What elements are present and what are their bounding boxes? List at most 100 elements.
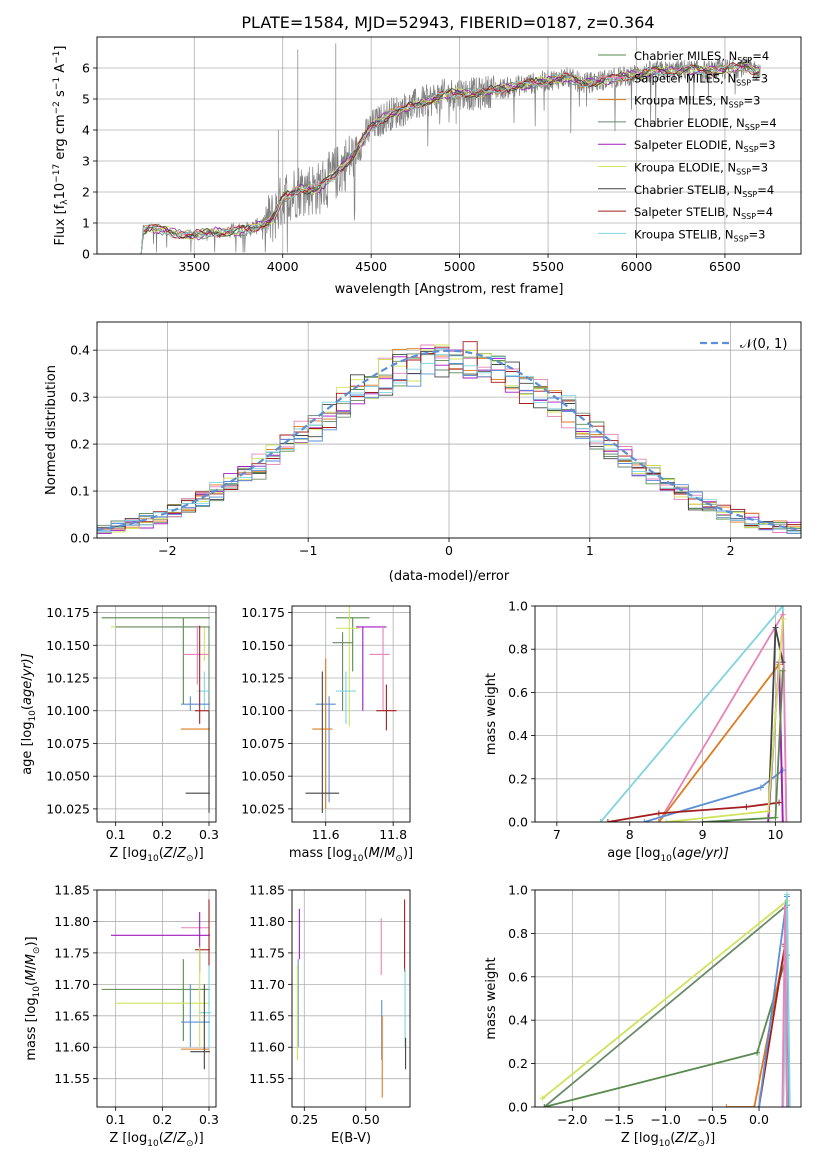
y-tick-label: 0.4 bbox=[70, 343, 90, 358]
y-tick-label: 11.55 bbox=[249, 1071, 285, 1086]
y-tick-label: 0.6 bbox=[508, 685, 528, 700]
x-tick-label: 10 bbox=[768, 827, 784, 842]
label-part: ( bbox=[159, 846, 164, 861]
label-part: SSP bbox=[741, 212, 756, 221]
label-part: =4 bbox=[760, 116, 777, 130]
label-part: ⊙ bbox=[697, 1139, 705, 1149]
x-tick-label: 3500 bbox=[178, 259, 210, 274]
x-axis-label: (data-model)/error bbox=[389, 569, 510, 584]
legend-label: Kroupa ELODIE, NSSP=3 bbox=[634, 161, 768, 177]
x-tick-label: 1 bbox=[586, 543, 594, 558]
label-part: / bbox=[701, 846, 706, 861]
label-part: Z bbox=[688, 1131, 699, 1146]
label-part: Z bbox=[674, 1131, 685, 1146]
label-part: −1 bbox=[52, 77, 62, 90]
model-spectrum-line bbox=[140, 62, 760, 254]
mass-weight-line bbox=[726, 946, 786, 1107]
label-part: 10 bbox=[53, 183, 68, 200]
x-tick-label: 4000 bbox=[267, 259, 299, 274]
x-tick-label: 0 bbox=[445, 543, 453, 558]
label-part: M bbox=[24, 954, 39, 965]
label-part: 10 bbox=[147, 854, 159, 864]
x-tick-label: 0.2 bbox=[152, 827, 172, 842]
label-part: ( bbox=[670, 1131, 675, 1146]
y-tick-label: 0.2 bbox=[508, 771, 528, 786]
axes-frame bbox=[291, 605, 411, 823]
label-part: age bbox=[20, 681, 35, 705]
y-axis-label: mass [log10(M/M⊙)] bbox=[24, 936, 42, 1060]
x-tick-label: 4500 bbox=[355, 259, 387, 274]
label-part: )] bbox=[194, 846, 204, 861]
y-tick-label: 11.75 bbox=[249, 945, 285, 960]
y-axis-label: Normed distribution bbox=[44, 365, 59, 495]
y-tick-label: 10.175 bbox=[46, 605, 90, 620]
y-tick-label: 0.0 bbox=[508, 1100, 528, 1115]
x-tick-label: −2.0 bbox=[557, 1112, 587, 1127]
label-part: M bbox=[369, 846, 380, 861]
x-axis-label: age [log10(age/yr)] bbox=[607, 846, 729, 864]
x-tick-label: 7 bbox=[553, 827, 561, 842]
y-tick-label: 5 bbox=[82, 92, 90, 107]
model-spectrum-line bbox=[140, 62, 760, 254]
plot-area bbox=[597, 606, 790, 822]
y-tick-label: 0 bbox=[82, 247, 90, 262]
label-part: −17 bbox=[52, 164, 62, 183]
spectrum-title: PLATE=1584, MJD=52943, FIBERID=0187, z=0… bbox=[241, 13, 654, 32]
label-part: SSP bbox=[745, 123, 760, 132]
label-part: ] bbox=[53, 46, 68, 51]
x-tick-label: 0.1 bbox=[106, 827, 126, 842]
label-part: SSP bbox=[742, 190, 757, 199]
label-part: 10 bbox=[147, 1139, 159, 1149]
label-part: =4 bbox=[752, 49, 769, 63]
x-tick-label: 11.8 bbox=[379, 827, 407, 842]
axes-frame bbox=[96, 321, 802, 539]
label-part: )] bbox=[705, 1131, 715, 1146]
label-part: Chabrier ELODIE, N bbox=[634, 116, 745, 130]
y-tick-label: 11.65 bbox=[54, 1008, 90, 1023]
mass-weight-line bbox=[607, 801, 780, 822]
mass-vs-ebv-panel: 0.25 0.50 11.55 11.60 11.65 11.70 11.75 11.80 11… bbox=[249, 883, 411, 1146]
axes-frame bbox=[96, 36, 802, 255]
legend-label: Salpeter ELODIE, NSSP=3 bbox=[634, 138, 776, 154]
label-part: SSP bbox=[737, 56, 752, 65]
y-tick-label: 4 bbox=[82, 123, 90, 138]
label-part: =3 bbox=[749, 227, 766, 241]
label-part: mass [log bbox=[289, 846, 352, 861]
x-tick-label: 11.6 bbox=[312, 827, 340, 842]
y-tick-label: 10.075 bbox=[46, 736, 90, 751]
label-part: / bbox=[173, 1131, 178, 1146]
y-tick-label: 10.025 bbox=[46, 801, 90, 816]
x-axis-label: E(B-V) bbox=[331, 1131, 371, 1146]
label-part: SSP bbox=[729, 101, 744, 110]
legend-label: Chabrier STELIB, NSSP=4 bbox=[634, 183, 774, 199]
label-part: age [log bbox=[20, 722, 35, 775]
label-part: ( bbox=[364, 846, 369, 861]
label-part: age bbox=[677, 846, 701, 861]
label-part: M bbox=[24, 970, 39, 981]
label-part: ⊙ bbox=[395, 854, 403, 864]
y-tick-label: 0.8 bbox=[508, 926, 528, 941]
label-part: A bbox=[53, 64, 68, 77]
mass-weight-line bbox=[541, 900, 788, 1100]
label-part: 10 bbox=[28, 710, 38, 722]
label-part: ( bbox=[24, 981, 39, 986]
x-axis-label: Z [log10(Z/Z⊙)] bbox=[109, 846, 203, 864]
y-tick-label: 10.100 bbox=[241, 703, 285, 718]
label-part: =3 bbox=[744, 94, 761, 108]
x-axis-label: mass [log10(M/M⊙)] bbox=[289, 846, 413, 864]
grid bbox=[97, 889, 216, 1107]
x-tick-label: 0.0 bbox=[749, 1112, 769, 1127]
legend-label: Salpeter STELIB, NSSP=4 bbox=[634, 205, 773, 221]
mass-vs-Z-panel: 0.1 0.2 0.3 11.55 11.60 11.65 11.70 11.75 11.80 1… bbox=[24, 883, 219, 1150]
y-tick-label: 0.3 bbox=[70, 390, 90, 405]
label-part: =3 bbox=[751, 71, 768, 85]
label-part: 10 bbox=[659, 1139, 671, 1149]
y-tick-label: 10.075 bbox=[241, 736, 285, 751]
axes-frame bbox=[534, 889, 802, 1108]
x-tick-label: 6500 bbox=[709, 259, 741, 274]
grid bbox=[292, 606, 410, 822]
label-part: Chabrier MILES, N bbox=[634, 49, 737, 63]
